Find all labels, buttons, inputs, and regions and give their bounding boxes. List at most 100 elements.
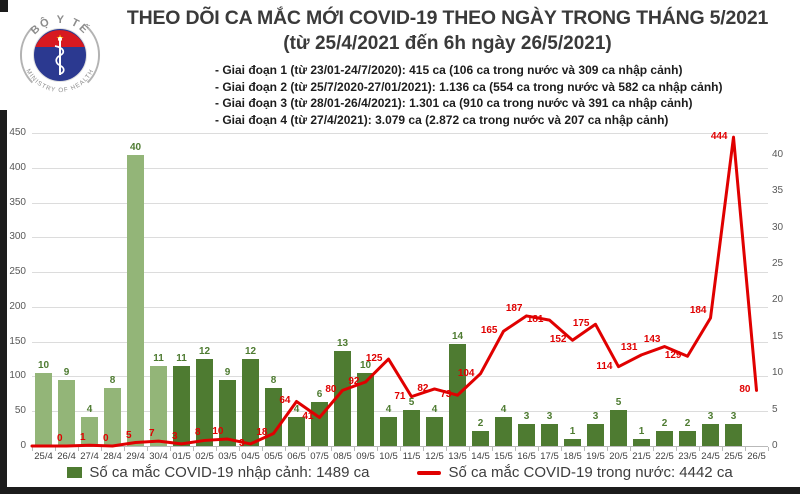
- x-axis-tick: [32, 447, 33, 451]
- x-axis-tick: [584, 447, 585, 451]
- line-label-06/5: 64: [279, 395, 291, 407]
- x-axis-tick: [239, 447, 240, 451]
- x-label-16/5: 16/5: [517, 451, 536, 462]
- x-label-20/5: 20/5: [609, 451, 628, 462]
- bar-label-25/5: 3: [730, 411, 737, 423]
- left-axis-label-250: 250: [9, 266, 26, 278]
- logo-outer-arc-right: [86, 26, 101, 84]
- x-label-29/4: 29/4: [126, 451, 145, 462]
- phase-1-summary: - Giai đoạn 1 (từ 23/01-24/7/2020): 415 …: [215, 63, 683, 77]
- bar-label-12/5: 4: [431, 403, 438, 415]
- x-label-26/5: 26/5: [747, 451, 766, 462]
- left-axis-label-450: 450: [9, 127, 26, 138]
- x-axis-tick: [745, 447, 746, 451]
- right-axis-label-20: 20: [772, 294, 784, 306]
- x-label-24/5: 24/5: [701, 451, 720, 462]
- bar-label-29/4: 40: [129, 141, 142, 153]
- bar-label-18/5: 1: [569, 425, 576, 437]
- x-label-30/4: 30/4: [149, 451, 168, 462]
- x-label-01/5: 01/5: [172, 451, 191, 462]
- x-label-03/5: 03/5: [218, 451, 237, 462]
- line-label-17/5: 181: [526, 314, 544, 326]
- bar-label-20/5: 5: [615, 396, 622, 408]
- x-axis-tick: [216, 447, 217, 451]
- right-axis-label-25: 25: [772, 258, 784, 269]
- right-axis-label-10: 10: [772, 367, 784, 379]
- x-label-18/5: 18/5: [563, 451, 582, 462]
- logo-outer-arc-left: [19, 26, 34, 84]
- right-axis-label-5: 5: [772, 403, 778, 415]
- x-axis-tick: [354, 447, 355, 451]
- line-label-05/5: 18: [256, 427, 268, 439]
- right-axis-label-0: 0: [772, 440, 778, 451]
- bar-20/5: [610, 409, 627, 446]
- right-axis-label-40: 40: [772, 148, 784, 160]
- screenshot-border-left: [0, 110, 7, 494]
- right-axis-label-15: 15: [772, 330, 784, 342]
- x-axis-tick: [400, 447, 401, 451]
- line-label-16/5: 187: [505, 302, 523, 314]
- bar-label-08/5: 13: [336, 338, 349, 350]
- imported-cases-swatch: [67, 467, 83, 478]
- line-label-02/5: 8: [194, 427, 201, 439]
- line-label-11/5: 71: [394, 390, 406, 402]
- x-label-04/5: 04/5: [241, 451, 260, 462]
- line-label-01/5: 3: [171, 430, 178, 442]
- x-axis-tick: [423, 447, 424, 451]
- legend-item-domestic: Số ca mắc COVID-19 trong nước: 4442 ca: [417, 464, 733, 481]
- bar-21/5: [633, 438, 650, 446]
- x-label-22/5: 22/5: [655, 451, 674, 462]
- line-label-09/5: 92: [348, 376, 360, 387]
- x-axis-tick: [55, 447, 56, 451]
- x-label-28/4: 28/4: [103, 451, 122, 462]
- x-label-09/5: 09/5: [356, 451, 375, 462]
- line-label-03/5: 10: [212, 426, 224, 438]
- x-axis-tick: [722, 447, 723, 451]
- bar-10/5: [380, 416, 397, 446]
- x-axis-tick: [676, 447, 677, 451]
- bar-label-17/5: 3: [546, 411, 553, 423]
- line-label-18/5: 152: [549, 334, 567, 346]
- right-axis-label-30: 30: [772, 221, 784, 233]
- line-label-22/5: 143: [643, 333, 661, 345]
- bar-19/5: [587, 424, 604, 446]
- bar-label-04/5: 12: [244, 345, 257, 357]
- bar-label-02/5: 12: [198, 345, 211, 357]
- logo-snake-icon: [54, 45, 65, 75]
- bar-29/4: [127, 154, 144, 446]
- left-axis-label-350: 350: [9, 196, 26, 208]
- x-label-05/5: 05/5: [264, 451, 283, 462]
- phase-summary-list: - Giai đoạn 1 (từ 23/01-24/7/2020): 415 …: [215, 62, 722, 128]
- x-label-17/5: 17/5: [540, 451, 559, 462]
- phase-3-summary: - Giai đoạn 3 (từ 28/01-26/4/2021): 1.30…: [215, 96, 693, 110]
- x-axis-tick: [147, 447, 148, 451]
- bar-12/5: [426, 416, 443, 446]
- x-label-15/5: 15/5: [494, 451, 513, 462]
- bar-label-27/4: 4: [86, 403, 93, 415]
- line-label-28/4: 0: [102, 433, 109, 444]
- x-axis-tick: [170, 447, 171, 451]
- left-axis-label-50: 50: [14, 405, 26, 417]
- legend-label-domestic: Số ca mắc COVID-19 trong nước: 4442 ca: [448, 464, 733, 481]
- x-label-10/5: 10/5: [379, 451, 398, 462]
- x-label-11/5: 11/5: [402, 451, 421, 462]
- x-label-06/5: 06/5: [287, 451, 306, 462]
- bar-label-26/4: 9: [63, 367, 70, 379]
- phase-4-summary: - Giai đoạn 4 (từ 27/4/2021): 3.079 ca (…: [215, 112, 669, 127]
- x-axis-tick: [377, 447, 378, 451]
- bar-label-03/5: 9: [224, 367, 231, 379]
- page-title: THEO DÕI CA MẮC MỚI COVID-19 THEO NGÀY T…: [126, 7, 769, 29]
- screenshot-border-corner: [0, 0, 8, 12]
- line-label-15/5: 165: [480, 325, 498, 337]
- x-label-25/4: 25/4: [34, 451, 53, 462]
- line-label-25/5: 444: [710, 131, 728, 143]
- moh-logo-graphic: BỘ Y TẾ MINISTRY OF HEALTH ★: [19, 14, 101, 94]
- x-axis-tick: [630, 447, 631, 451]
- domestic-cases-swatch: [417, 470, 442, 475]
- page-subtitle: (từ 25/4/2021 đến 6h ngày 26/5/2021): [283, 33, 612, 54]
- line-label-26/5: 80: [739, 384, 751, 396]
- x-axis-tick: [262, 447, 263, 451]
- line-label-29/4: 5: [125, 429, 132, 441]
- x-label-26/4: 26/4: [57, 451, 76, 462]
